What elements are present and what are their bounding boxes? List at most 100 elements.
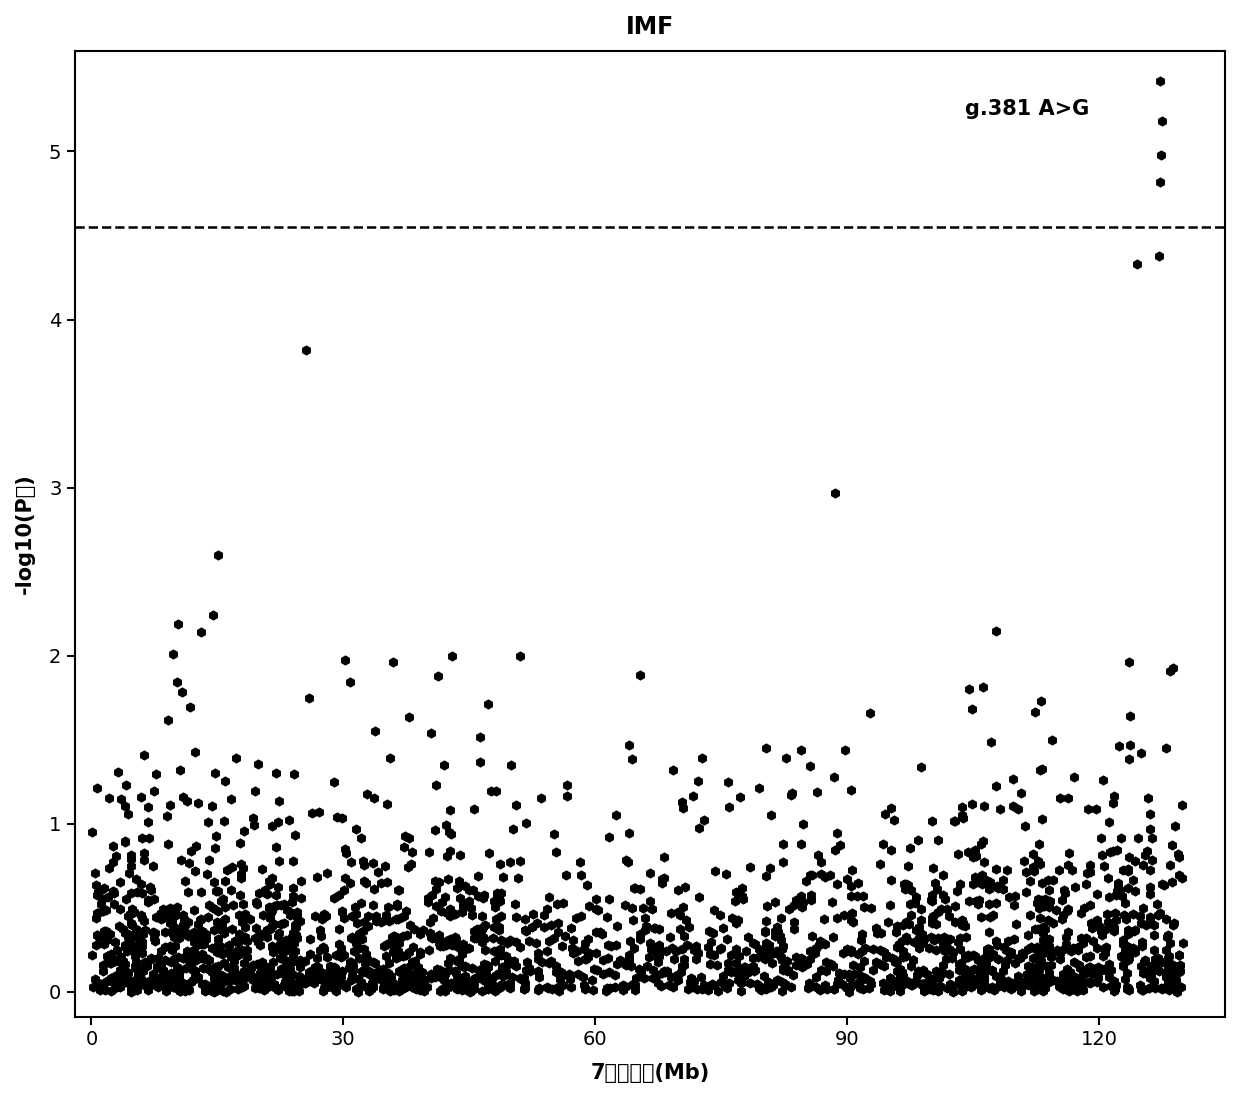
- Point: [749, 780, 769, 797]
- Point: [320, 956, 340, 974]
- Point: [170, 978, 190, 996]
- Point: [641, 940, 661, 957]
- Point: [962, 701, 982, 718]
- Point: [779, 900, 799, 918]
- Point: [264, 916, 284, 933]
- Point: [191, 624, 211, 641]
- Point: [1027, 941, 1047, 959]
- Point: [1099, 968, 1118, 986]
- Point: [880, 970, 900, 987]
- Point: [1073, 964, 1092, 982]
- Point: [556, 866, 575, 884]
- Point: [202, 982, 222, 999]
- Point: [105, 967, 125, 985]
- Point: [87, 780, 107, 797]
- Point: [195, 975, 215, 993]
- Point: [440, 900, 460, 918]
- Point: [955, 949, 975, 966]
- Point: [352, 852, 372, 870]
- Point: [365, 722, 384, 740]
- Point: [841, 942, 861, 960]
- Point: [185, 933, 205, 951]
- Point: [734, 967, 754, 985]
- Point: [687, 937, 707, 954]
- Point: [1117, 978, 1137, 996]
- Point: [968, 970, 988, 987]
- Point: [715, 975, 735, 993]
- Point: [622, 911, 642, 929]
- Point: [745, 961, 765, 978]
- Point: [155, 939, 175, 956]
- Point: [386, 938, 405, 955]
- Point: [826, 841, 846, 859]
- Point: [430, 937, 450, 954]
- Point: [835, 741, 854, 759]
- Point: [1145, 917, 1164, 934]
- Point: [994, 939, 1014, 956]
- Point: [275, 973, 295, 990]
- Point: [870, 941, 890, 959]
- Point: [1120, 944, 1140, 962]
- Point: [262, 901, 281, 919]
- Point: [963, 849, 983, 866]
- Point: [1120, 849, 1140, 866]
- Point: [1021, 906, 1040, 923]
- Point: [1060, 978, 1080, 996]
- Point: [1086, 911, 1106, 929]
- Point: [1018, 957, 1038, 975]
- Point: [332, 963, 352, 981]
- Point: [1106, 886, 1126, 904]
- Point: [1053, 965, 1073, 983]
- Point: [966, 848, 986, 865]
- Point: [445, 905, 465, 922]
- Point: [410, 943, 430, 961]
- Point: [680, 918, 699, 935]
- Point: [87, 973, 107, 990]
- Point: [340, 953, 360, 971]
- Point: [807, 845, 827, 863]
- Point: [928, 983, 947, 1000]
- Point: [1054, 882, 1074, 899]
- Point: [894, 875, 914, 893]
- Point: [1147, 960, 1167, 977]
- Point: [903, 951, 923, 968]
- Point: [946, 912, 966, 930]
- Point: [160, 915, 180, 932]
- Point: [335, 870, 355, 887]
- Point: [490, 964, 510, 982]
- Point: [449, 872, 469, 889]
- Point: [343, 956, 363, 974]
- Point: [954, 970, 973, 987]
- Point: [704, 976, 724, 994]
- Point: [1116, 971, 1136, 988]
- Point: [913, 934, 932, 952]
- Point: [211, 893, 231, 910]
- Point: [334, 974, 353, 991]
- Point: [203, 606, 223, 624]
- Point: [1141, 908, 1161, 926]
- Point: [1079, 800, 1099, 818]
- Point: [378, 967, 398, 985]
- Point: [502, 968, 522, 986]
- Point: [289, 966, 309, 984]
- Point: [490, 893, 510, 910]
- Point: [1137, 842, 1157, 860]
- Point: [978, 941, 998, 959]
- Point: [275, 978, 295, 996]
- Point: [124, 904, 144, 921]
- Point: [144, 783, 164, 800]
- Point: [145, 967, 165, 985]
- Point: [372, 874, 392, 892]
- Point: [284, 978, 304, 996]
- Point: [1112, 935, 1132, 953]
- Point: [172, 950, 192, 967]
- Point: [606, 937, 626, 954]
- Point: [1159, 967, 1179, 985]
- Point: [332, 903, 352, 920]
- Point: [436, 848, 456, 865]
- Point: [236, 918, 255, 935]
- Point: [1056, 928, 1076, 945]
- Point: [470, 962, 490, 979]
- Point: [1151, 72, 1171, 90]
- Point: [1089, 959, 1109, 976]
